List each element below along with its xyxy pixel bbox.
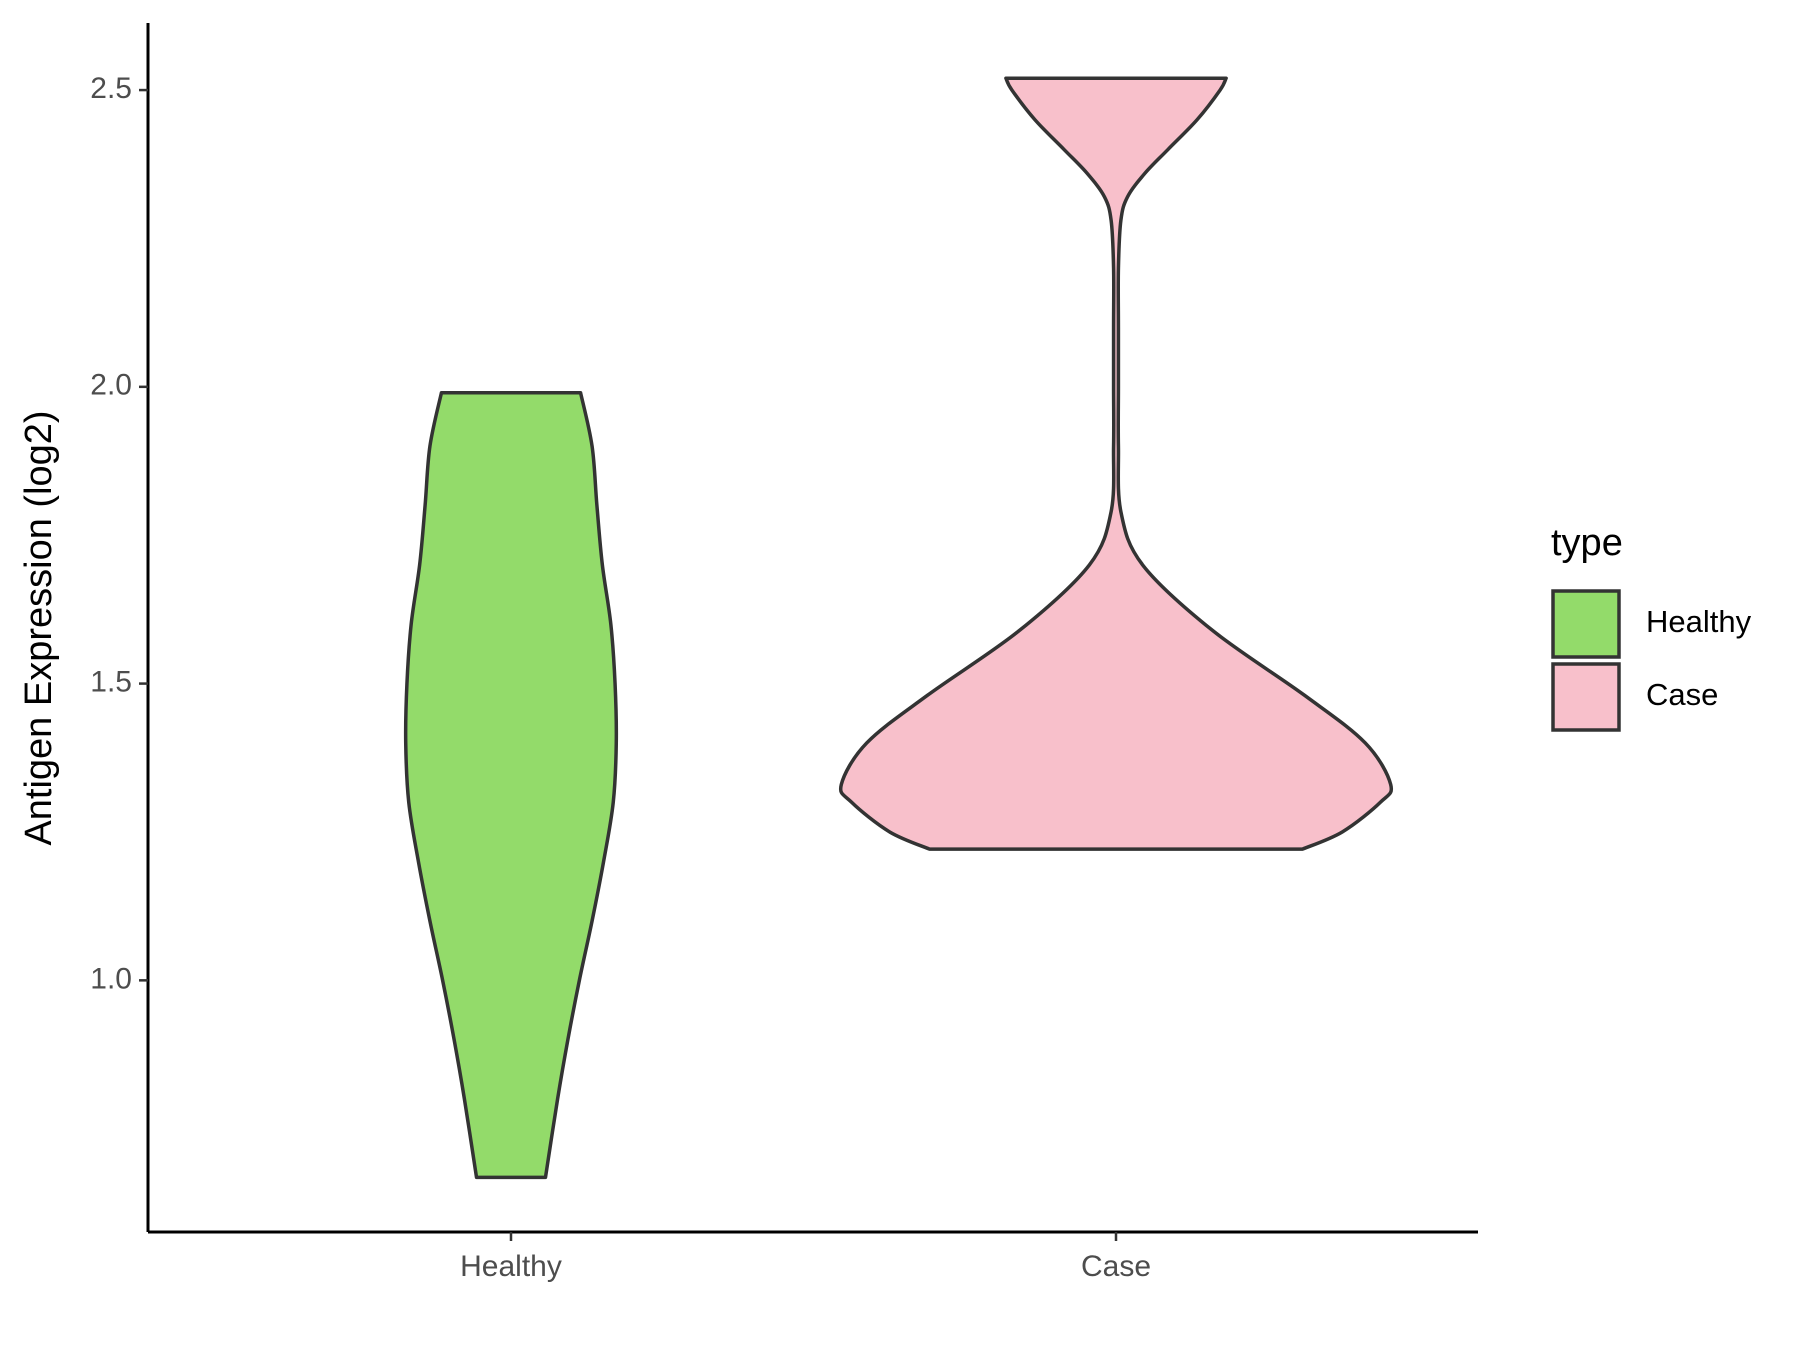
y-tick-label: 2.0 [90, 369, 132, 402]
legend-label: Case [1646, 677, 1718, 712]
legend-key [1551, 589, 1621, 659]
legend-label: Healthy [1646, 604, 1752, 639]
violin [838, 76, 1394, 851]
x-tick-label: Case [1081, 1250, 1151, 1283]
y-tick-label: 1.0 [90, 962, 132, 995]
y-tick-label: 1.5 [90, 666, 132, 699]
legend-key [1551, 662, 1621, 732]
legend-title: type [1551, 522, 1623, 564]
y-tick-label: 2.5 [90, 72, 132, 105]
x-tick-label: Healthy [460, 1250, 562, 1283]
violin [403, 391, 619, 1180]
y-axis-title: Antigen Expression (log2) [18, 410, 60, 845]
